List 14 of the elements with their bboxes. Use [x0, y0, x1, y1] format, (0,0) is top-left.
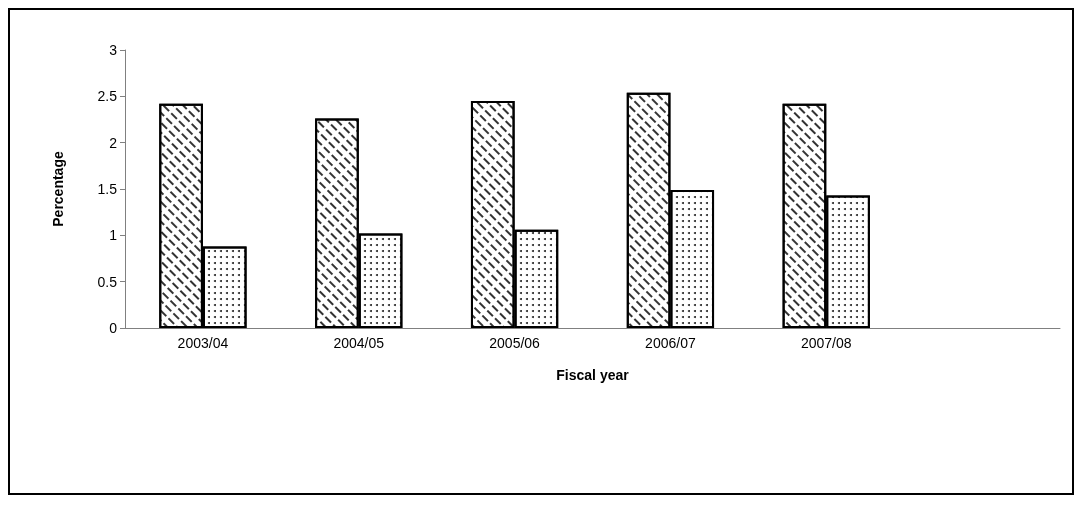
- x-tick-label: 2004/05: [333, 335, 385, 351]
- x-tick-label: 2003/04: [177, 335, 229, 351]
- y-tick-label: 0: [109, 320, 118, 336]
- y-tick-label: 1: [109, 227, 118, 244]
- x-tick-label: 2006/07: [645, 335, 696, 351]
- y-tick-label: 2.5: [97, 88, 118, 105]
- x-tick-label: 2007/08: [800, 335, 852, 351]
- y-tick-label: 3: [109, 42, 118, 58]
- x-axis-title: Fiscal year: [556, 367, 630, 383]
- y-tick-label: 2: [109, 134, 118, 151]
- y-tick-label: 1.5: [97, 181, 118, 197]
- y-axis-title: Percentage: [50, 151, 66, 227]
- y-tick-label: 0.5: [97, 273, 118, 290]
- x-tick-label: 2005/06: [489, 335, 541, 351]
